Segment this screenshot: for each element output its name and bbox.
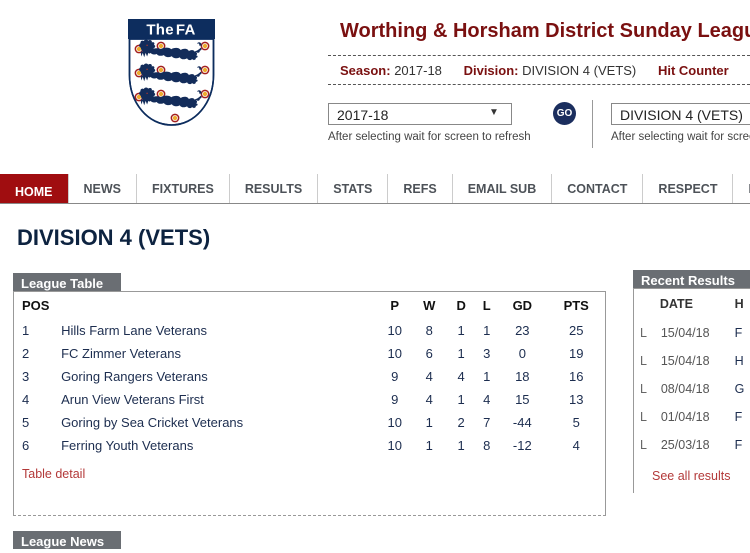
svg-text:TheFA: The FA — [146, 22, 195, 39]
